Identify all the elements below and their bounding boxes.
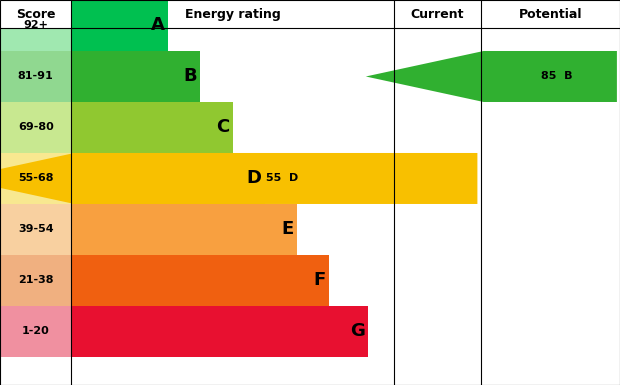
Text: F: F <box>314 271 326 290</box>
Bar <box>71 153 265 204</box>
Bar <box>0 306 71 357</box>
Bar <box>71 102 232 153</box>
Bar <box>71 255 329 306</box>
Text: 55  D: 55 D <box>266 174 298 184</box>
Text: G: G <box>350 323 365 340</box>
Text: 69-80: 69-80 <box>18 122 53 132</box>
Text: 21-38: 21-38 <box>18 275 53 285</box>
Bar <box>71 204 297 255</box>
Bar <box>0 153 71 204</box>
Text: 85  B: 85 B <box>541 72 572 82</box>
Text: D: D <box>247 169 262 187</box>
Bar <box>0 0 71 51</box>
Text: Potential: Potential <box>518 8 582 20</box>
Text: 39-54: 39-54 <box>18 224 53 234</box>
Bar <box>0 204 71 255</box>
Text: 1-20: 1-20 <box>22 326 50 336</box>
Text: E: E <box>281 221 294 238</box>
Polygon shape <box>366 51 617 102</box>
Text: A: A <box>151 17 165 35</box>
Bar <box>0 0 620 28</box>
Text: Energy rating: Energy rating <box>185 8 280 20</box>
Bar <box>0 255 71 306</box>
Text: Current: Current <box>410 8 464 20</box>
Text: 81-91: 81-91 <box>18 72 53 82</box>
Text: B: B <box>184 67 197 85</box>
Polygon shape <box>0 153 477 204</box>
Text: 55-68: 55-68 <box>18 174 53 184</box>
Text: C: C <box>216 119 229 137</box>
Bar <box>0 51 71 102</box>
Text: 92+: 92+ <box>23 20 48 30</box>
Text: Score: Score <box>16 8 55 20</box>
Bar <box>0 102 71 153</box>
Bar <box>71 51 200 102</box>
Bar <box>71 306 368 357</box>
Bar <box>71 0 168 51</box>
